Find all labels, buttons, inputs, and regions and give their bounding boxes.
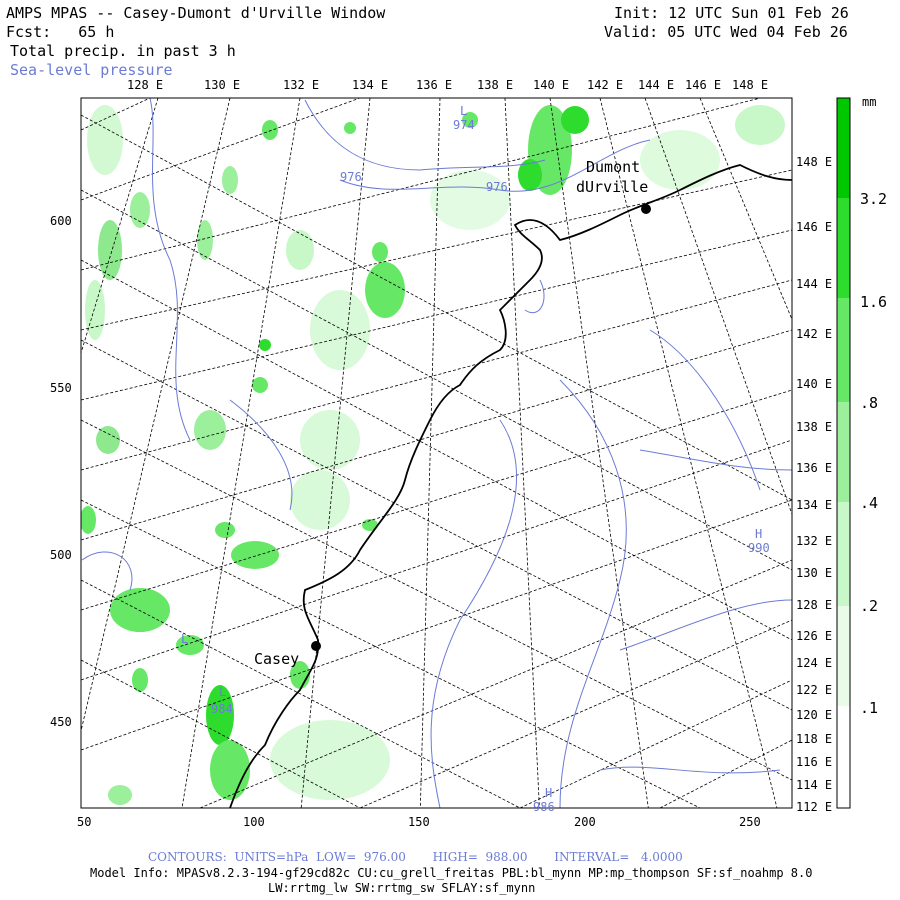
map-title: AMPS MPAS -- Casey-Dumont d'Urville Wind… <box>6 4 386 22</box>
colorbar-tick: .4 <box>860 494 879 512</box>
lon-label-right: 146 E <box>796 220 833 234</box>
lon-label-top: 128 E <box>127 78 164 92</box>
dumont-station-marker <box>641 204 651 214</box>
x-axis-label: 50 <box>77 815 92 829</box>
x-axis-label: 200 <box>574 815 596 829</box>
lon-label-top: 134 E <box>352 78 389 92</box>
coastline <box>229 164 792 808</box>
field-name: Total precip. in past 3 h <box>10 42 236 60</box>
pressure-contours <box>81 98 792 808</box>
colorbar <box>836 97 851 809</box>
lon-label-right: 148 E <box>796 155 833 169</box>
contours-info: CONTOURS: UNITS=hPa LOW= 976.00 HIGH= 98… <box>148 850 683 864</box>
low-marker: L <box>460 104 468 118</box>
lon-label-right: 126 E <box>796 629 833 643</box>
lon-label-top: 136 E <box>416 78 453 92</box>
pressure-label: 974 <box>453 118 475 132</box>
y-axis-label: 600 <box>50 214 72 228</box>
casey-station-marker <box>311 641 321 651</box>
lon-label-right: 114 E <box>796 778 833 792</box>
x-axis-label: 100 <box>243 815 265 829</box>
forecast-hour: Fcst: 65 h <box>6 23 115 41</box>
model-info: Model Info: MPASv8.2.3-194-gf29cd82c CU:… <box>90 866 813 880</box>
pressure-label: 976 <box>340 170 362 184</box>
valid-time: Valid: 05 UTC Wed 04 Feb 26 <box>604 23 848 41</box>
lon-label-right: 130 E <box>796 566 833 580</box>
lon-label-right: 136 E <box>796 461 833 475</box>
lon-label-right: 142 E <box>796 327 833 341</box>
lon-label-top: 140 E <box>533 78 570 92</box>
colorbar-tick: 1.6 <box>860 293 888 311</box>
pressure-label: 986 <box>533 800 555 814</box>
pressure-label: 990 <box>748 541 770 555</box>
meridian-lines <box>81 98 792 808</box>
dumont-label-line1: Dumont <box>586 158 641 176</box>
high-marker: H <box>545 786 553 800</box>
lon-label-top: 132 E <box>283 78 320 92</box>
precip-field <box>81 105 785 805</box>
lon-label-right: 134 E <box>796 498 833 512</box>
colorbar-tick: .1 <box>860 699 879 717</box>
lon-label-right: 124 E <box>796 656 833 670</box>
lon-label-right: 118 E <box>796 732 833 746</box>
colorbar-tick: 3.2 <box>860 190 888 208</box>
pressure-label: 984 <box>211 702 233 716</box>
lon-label-top: 148 E <box>732 78 769 92</box>
pressure-label: 976 <box>486 180 508 194</box>
high-marker: H <box>755 527 763 541</box>
lon-label-right: 128 E <box>796 598 833 612</box>
colorbar-tick: .8 <box>860 394 879 412</box>
lon-label-top: 138 E <box>477 78 514 92</box>
colorbar-units: mm <box>862 95 877 109</box>
lon-label-right: 140 E <box>796 377 833 391</box>
lon-label-right: 112 E <box>796 800 833 814</box>
lon-label-top: 146 E <box>685 78 722 92</box>
overlay-name: Sea-level pressure <box>10 61 173 79</box>
y-axis-label: 450 <box>50 715 72 729</box>
dumont-label-line2: dUrville <box>576 178 649 196</box>
low-marker: L <box>181 632 189 646</box>
x-axis-label: 150 <box>408 815 430 829</box>
lon-label-right: 138 E <box>796 420 833 434</box>
low-marker: L <box>219 685 227 699</box>
y-axis-label: 500 <box>50 548 72 562</box>
y-axis-label: 550 <box>50 381 72 395</box>
physics-info: LW:rrtmg_lw SW:rrtmg_sw SFLAY:sf_mynn <box>268 881 536 895</box>
casey-label: Casey <box>254 650 300 668</box>
lon-label-right: 116 E <box>796 755 833 769</box>
lon-label-right: 122 E <box>796 683 833 697</box>
lon-label-top: 142 E <box>587 78 624 92</box>
colorbar-tick: .2 <box>860 597 879 615</box>
lon-label-right: 120 E <box>796 708 833 722</box>
map-border <box>80 97 793 809</box>
lon-label-right: 144 E <box>796 277 833 291</box>
lon-label-right: 132 E <box>796 534 833 548</box>
lon-label-top: 144 E <box>638 78 675 92</box>
x-axis-label: 250 <box>739 815 761 829</box>
init-time: Init: 12 UTC Sun 01 Feb 26 <box>614 4 849 22</box>
lon-label-top: 130 E <box>204 78 241 92</box>
